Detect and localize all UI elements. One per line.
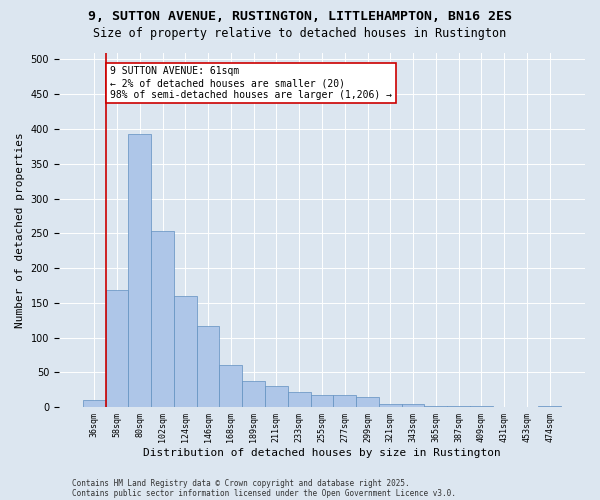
- Text: 9 SUTTON AVENUE: 61sqm
← 2% of detached houses are smaller (20)
98% of semi-deta: 9 SUTTON AVENUE: 61sqm ← 2% of detached …: [110, 66, 392, 100]
- Text: Contains HM Land Registry data © Crown copyright and database right 2025.: Contains HM Land Registry data © Crown c…: [72, 478, 410, 488]
- Bar: [447, 406, 470, 407]
- Bar: [538, 406, 561, 407]
- Text: Contains public sector information licensed under the Open Government Licence v3: Contains public sector information licen…: [72, 488, 456, 498]
- Bar: [470, 406, 493, 407]
- Text: 9, SUTTON AVENUE, RUSTINGTON, LITTLEHAMPTON, BN16 2ES: 9, SUTTON AVENUE, RUSTINGTON, LITTLEHAMP…: [88, 10, 512, 23]
- Bar: [83, 400, 106, 407]
- Bar: [128, 134, 151, 407]
- Bar: [334, 396, 356, 407]
- Bar: [220, 366, 242, 407]
- Text: Size of property relative to detached houses in Rustington: Size of property relative to detached ho…: [94, 28, 506, 40]
- Bar: [424, 406, 447, 407]
- Y-axis label: Number of detached properties: Number of detached properties: [15, 132, 25, 328]
- Bar: [174, 296, 197, 407]
- X-axis label: Distribution of detached houses by size in Rustington: Distribution of detached houses by size …: [143, 448, 501, 458]
- Bar: [356, 398, 379, 407]
- Bar: [401, 404, 424, 407]
- Bar: [379, 404, 401, 407]
- Bar: [151, 231, 174, 407]
- Bar: [242, 382, 265, 407]
- Bar: [197, 326, 220, 407]
- Bar: [265, 386, 288, 407]
- Bar: [106, 290, 128, 407]
- Bar: [288, 392, 311, 407]
- Bar: [311, 394, 334, 407]
